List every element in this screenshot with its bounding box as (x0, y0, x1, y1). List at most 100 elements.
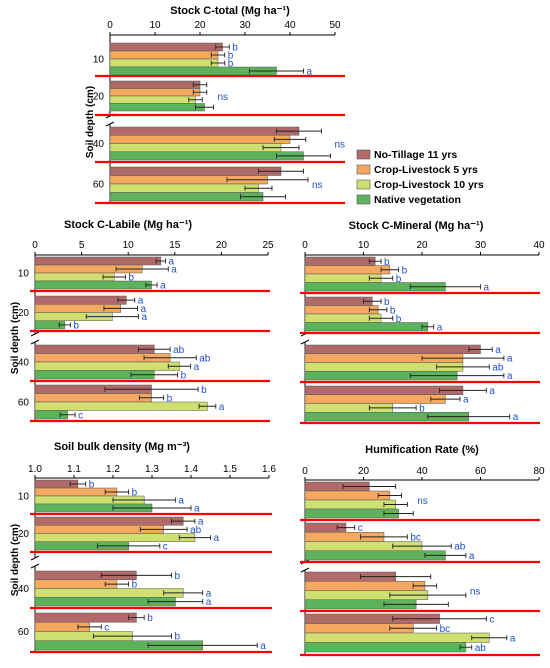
significance-letter: b (167, 393, 173, 404)
significance-letter: a (206, 597, 212, 608)
bar-no-tillage-11-yrs (304, 256, 376, 266)
panel-title: Soil bulk density (Mg m⁻³) (54, 441, 190, 453)
bar-no-tillage-11-yrs (109, 80, 201, 89)
panel-title: Stock C-Mineral (Mg ha⁻¹) (349, 220, 484, 232)
legend-swatch (356, 149, 371, 160)
significance-letter: ns (417, 496, 428, 507)
depth-tick-label: 60 (93, 180, 105, 191)
bar-crop-livestock-10-yrs (304, 632, 490, 643)
x-tick-label: 1.2 (106, 464, 120, 475)
significance-letter: a (178, 496, 184, 507)
significance-letter: a (484, 282, 490, 293)
axis-break-mark (30, 339, 40, 345)
x-tick-label: 40 (284, 20, 296, 31)
bar-native-vegetation (109, 103, 205, 112)
depth-tick-label: 40 (18, 584, 30, 595)
bar-crop-livestock-5-yrs (304, 265, 391, 275)
panel-title: Humification Rate (%) (365, 444, 479, 456)
bar-native-vegetation (304, 642, 467, 653)
significance-letter: b (419, 403, 425, 414)
significance-letter: a (510, 633, 516, 644)
depth-tick-label: 40 (18, 358, 30, 369)
significance-letter: b (89, 480, 95, 491)
significance-letter: b (132, 488, 138, 499)
significance-letter: a (194, 362, 200, 373)
significance-letter: a (160, 281, 166, 292)
significance-letter: a (513, 412, 519, 423)
significance-letter: a (206, 588, 212, 599)
x-tick-label: 25 (262, 240, 274, 251)
x-tick-label: 1.6 (262, 464, 276, 475)
legend-swatch (356, 194, 371, 205)
significance-letter: a (168, 257, 174, 268)
axis-break-mark (30, 331, 40, 337)
axis-break-mark (300, 567, 310, 573)
x-tick-label: 1.0 (28, 464, 42, 475)
significance-letter: c (489, 614, 494, 625)
axis-break-mark (105, 121, 115, 127)
significance-letter: b (396, 274, 402, 285)
x-tick-label: 20 (358, 466, 370, 477)
significance-letter: b (228, 51, 234, 62)
bar-crop-livestock-10-yrs (109, 183, 259, 193)
significance-letter: a (138, 296, 144, 307)
bar-no-tillage-11-yrs (304, 344, 481, 354)
bar-crop-livestock-5-yrs (109, 88, 201, 97)
significance-letter: a (307, 67, 313, 78)
significance-letter: ns (218, 92, 229, 103)
significance-letter: a (171, 265, 177, 276)
depth-tick-label: 60 (18, 627, 30, 638)
significance-letter: ab (173, 345, 185, 356)
legend-label: Crop-Livestock 5 yrs (374, 164, 478, 176)
significance-letter: a (260, 641, 266, 652)
y-axis-label: Soil depth (cm) (10, 302, 21, 374)
legend-swatch (356, 179, 371, 190)
depth-tick-label: 10 (93, 55, 105, 66)
x-tick-label: 10 (149, 20, 161, 31)
x-tick-label: 80 (533, 466, 545, 477)
x-tick-label: 10 (358, 240, 370, 251)
x-tick-label: 30 (239, 20, 251, 31)
bar-crop-livestock-5-yrs (304, 394, 446, 404)
x-tick-label: 0 (302, 466, 308, 477)
significance-letter: b (232, 43, 238, 54)
significance-letter: b (132, 580, 138, 591)
bar-no-tillage-11-yrs (109, 166, 282, 176)
depth-tick-label: 20 (93, 92, 105, 103)
bar-crop-livestock-10-yrs (109, 58, 219, 68)
significance-letter: c (78, 410, 83, 421)
depth-tick-label: 20 (18, 529, 30, 540)
significance-letter: b (228, 59, 234, 70)
x-tick-label: 5 (79, 240, 85, 251)
axis-break-mark (300, 339, 310, 345)
x-tick-label: 40 (416, 466, 428, 477)
significance-letter: b (384, 257, 390, 268)
x-tick-label: 0 (302, 240, 308, 251)
x-tick-label: 0 (32, 240, 38, 251)
significance-letter: ab (492, 362, 504, 373)
significance-letter: ab (199, 353, 211, 364)
significance-letter: a (495, 345, 501, 356)
bar-no-tillage-11-yrs (109, 42, 223, 52)
bar-no-tillage-11-yrs (34, 256, 162, 266)
significance-letter: c (104, 622, 109, 633)
legend-label: Native vegetation (374, 194, 461, 206)
legend-swatch (356, 164, 371, 175)
legend-label: Crop-Livestock 10 yrs (374, 179, 484, 191)
bar-no-tillage-11-yrs (34, 344, 155, 354)
bar-no-tillage-11-yrs (109, 126, 300, 136)
significance-letter: b (396, 314, 402, 325)
significance-letter: b (181, 370, 187, 381)
x-tick-label: 20 (416, 240, 428, 251)
depth-tick-label: 10 (18, 269, 30, 280)
x-tick-label: 60 (475, 466, 487, 477)
bar-native-vegetation (34, 280, 152, 290)
bar-crop-livestock-5-yrs (304, 490, 391, 501)
x-tick-label: 50 (329, 20, 341, 31)
bar-no-tillage-11-yrs (34, 612, 137, 623)
bar-crop-livestock-10-yrs (109, 95, 196, 104)
significance-letter: b (402, 265, 408, 276)
significance-letter: a (141, 312, 147, 323)
x-tick-label: 1.5 (223, 464, 237, 475)
